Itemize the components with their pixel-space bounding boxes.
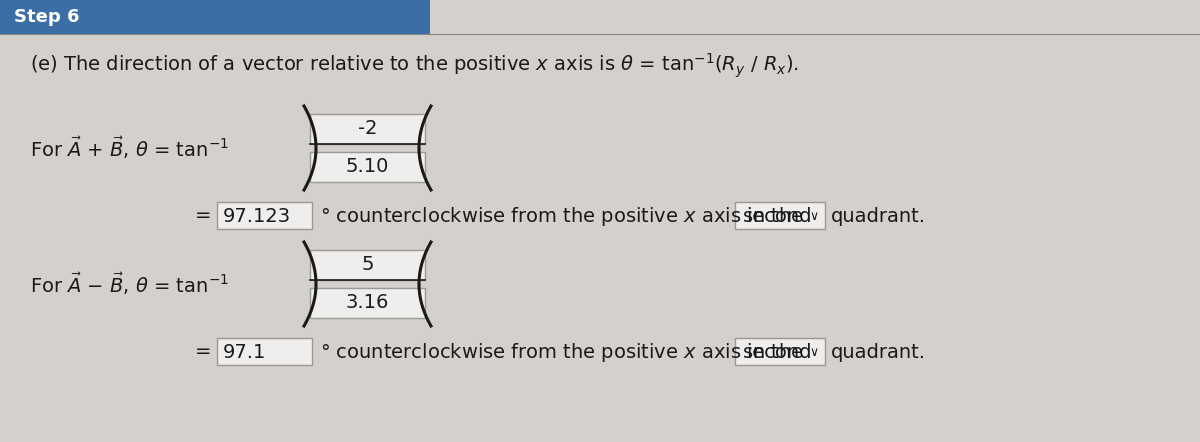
FancyBboxPatch shape <box>217 338 312 365</box>
Text: -2: -2 <box>358 119 377 138</box>
Text: (e) The direction of a vector relative to the positive $x$ axis is $\theta$ = ta: (e) The direction of a vector relative t… <box>30 52 799 80</box>
FancyBboxPatch shape <box>0 0 430 34</box>
Text: second: second <box>743 343 812 362</box>
FancyBboxPatch shape <box>734 202 826 229</box>
Text: second: second <box>743 206 812 225</box>
Text: ° counterclockwise from the positive $x$ axis in the: ° counterclockwise from the positive $x$… <box>320 205 804 228</box>
Text: 5.10: 5.10 <box>346 157 389 176</box>
FancyBboxPatch shape <box>310 114 425 144</box>
FancyBboxPatch shape <box>310 152 425 182</box>
Text: quadrant.: quadrant. <box>830 206 926 225</box>
Text: =: = <box>194 206 211 225</box>
Text: 97.123: 97.123 <box>223 206 292 225</box>
Text: 5: 5 <box>361 255 373 274</box>
Text: ∨: ∨ <box>809 347 818 359</box>
Text: quadrant.: quadrant. <box>830 343 926 362</box>
Text: =: = <box>194 343 211 362</box>
Text: For $\vec{A}$ $-$ $\vec{B}$, $\theta$ = tan$^{-1}$: For $\vec{A}$ $-$ $\vec{B}$, $\theta$ = … <box>30 271 229 297</box>
FancyBboxPatch shape <box>310 250 425 280</box>
Text: ∨: ∨ <box>809 210 818 224</box>
FancyBboxPatch shape <box>217 202 312 229</box>
Text: ° counterclockwise from the positive $x$ axis in the: ° counterclockwise from the positive $x$… <box>320 340 804 363</box>
Text: For $\vec{A}$ + $\vec{B}$, $\theta$ = tan$^{-1}$: For $\vec{A}$ + $\vec{B}$, $\theta$ = ta… <box>30 135 229 161</box>
Text: Step 6: Step 6 <box>14 8 79 26</box>
FancyBboxPatch shape <box>310 288 425 318</box>
FancyBboxPatch shape <box>734 338 826 365</box>
Text: 97.1: 97.1 <box>223 343 266 362</box>
Text: 3.16: 3.16 <box>346 293 389 312</box>
